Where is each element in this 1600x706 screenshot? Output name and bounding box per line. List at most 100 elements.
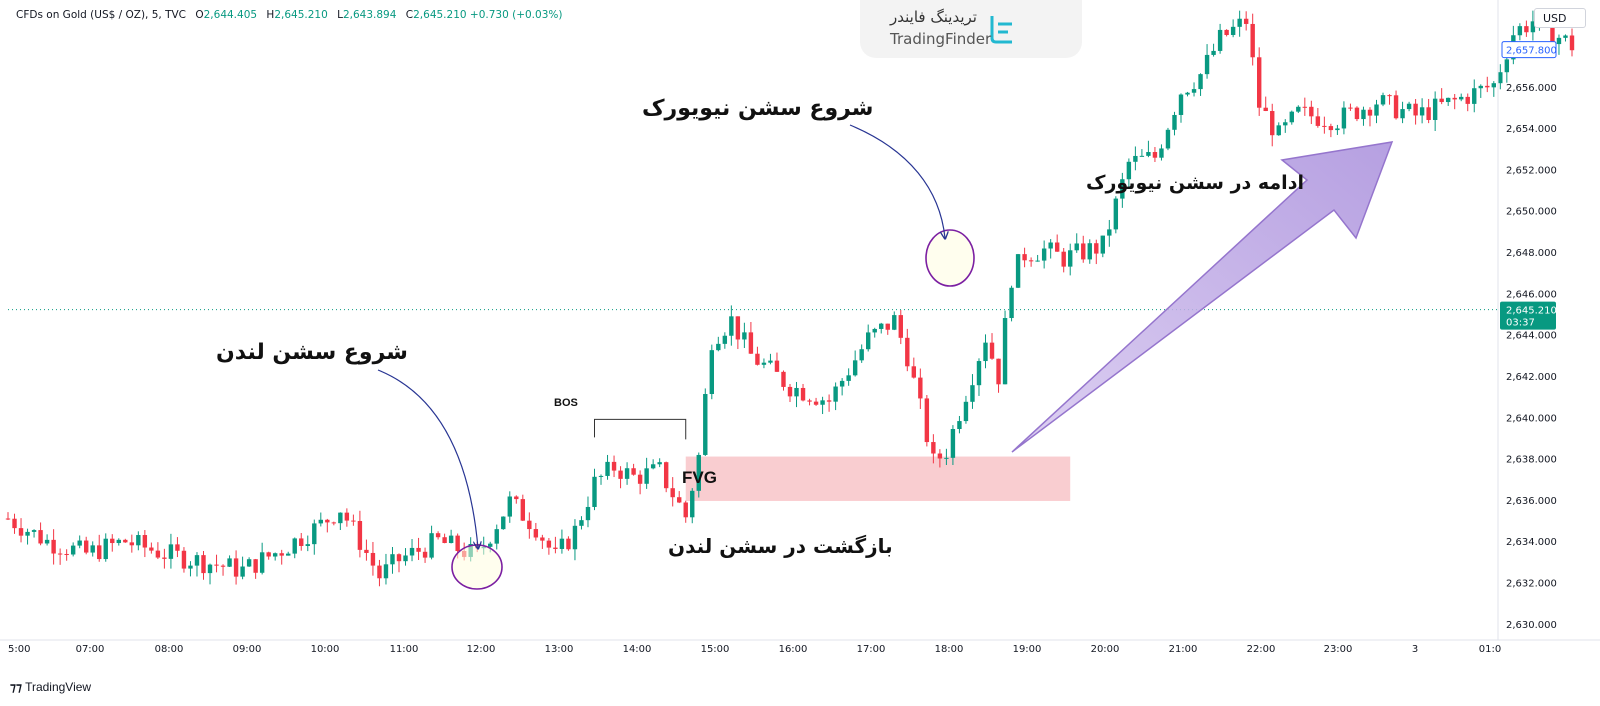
candle-body (149, 547, 154, 551)
candle-body (553, 547, 558, 549)
currency-button[interactable]: USD (1534, 8, 1586, 28)
symbol-header: CFDs on Gold (US$ / OZ), 5, TVC O2,644.4… (16, 9, 562, 21)
candle-body (97, 545, 102, 560)
candle-body (44, 539, 50, 544)
tradingview-logo-icon: ⁊⁊ (10, 680, 22, 694)
candle-body (429, 533, 434, 558)
candle-body (116, 539, 121, 544)
price-tick-label: 2,630.000 (1506, 620, 1557, 631)
label-ny-continue: ادامه در سشن نیویورک (1086, 172, 1304, 194)
candle-body (103, 538, 108, 560)
close-label: C (405, 9, 414, 21)
candle-body (1087, 243, 1092, 260)
price-tick-label: 2,648.000 (1506, 248, 1557, 259)
price-tick-label: 2,654.000 (1506, 124, 1557, 135)
candle-body (1465, 96, 1470, 104)
candle-body (1035, 260, 1040, 262)
time-tick-label: 21:00 (1169, 644, 1198, 655)
candle-body (227, 558, 232, 567)
candle-body (690, 490, 695, 518)
candle-body (1217, 29, 1223, 51)
candle-body (1380, 95, 1386, 105)
candle-body (448, 535, 454, 544)
candle-body (442, 537, 447, 544)
price-tick-label: 2,642.000 (1506, 372, 1557, 383)
candle-body (1478, 85, 1483, 89)
candle-body (892, 315, 897, 330)
candle-body (123, 539, 128, 543)
candle-body (787, 386, 793, 397)
candle-body (507, 496, 512, 517)
candle-body (839, 380, 845, 387)
candle-body (937, 453, 943, 459)
candle-body (1250, 23, 1255, 58)
fvg-label: FVG (682, 468, 717, 487)
candle-body (1322, 125, 1327, 127)
candle-body (488, 543, 493, 547)
candle-body (924, 398, 930, 443)
candle-body (90, 545, 95, 553)
candle-body (722, 335, 728, 344)
candle-body (585, 506, 591, 521)
price-tick-label: 2,646.000 (1506, 289, 1557, 300)
candle-body (761, 362, 767, 365)
time-tick-label: 09:00 (233, 644, 262, 655)
candle-body (1015, 254, 1021, 288)
candle-body (1054, 242, 1060, 252)
candle-body (1426, 107, 1431, 120)
label-london-start: شروع سشن لندن (216, 340, 408, 365)
candle-body (84, 540, 89, 553)
price-tick-label: 2,644.000 (1506, 331, 1557, 342)
candle-body (1263, 107, 1268, 112)
candle-body (742, 332, 747, 340)
candle-body (1107, 229, 1112, 236)
candle-body (1224, 29, 1229, 35)
candle-body (683, 502, 688, 518)
time-tick-label: 23:00 (1324, 644, 1353, 655)
candle-body (670, 488, 675, 498)
high-label: H (266, 9, 275, 21)
candle-body (1022, 254, 1027, 261)
time-tick-label: 20:00 (1091, 644, 1120, 655)
top-price-tag-label: 2,657.800 (1506, 46, 1557, 57)
candle-body (1120, 179, 1125, 199)
candle-body (768, 360, 773, 363)
candle-body (1139, 155, 1145, 157)
candle-body (781, 371, 786, 387)
candle-body (1504, 59, 1510, 73)
candle-body (1569, 35, 1575, 51)
candle-body (1341, 107, 1347, 129)
last-price-tag (1500, 301, 1556, 330)
candle-body (514, 496, 519, 500)
time-tick-label: 15:00 (701, 644, 730, 655)
candle-body (1270, 111, 1275, 136)
candle-body (12, 518, 17, 529)
candle-body (729, 316, 734, 336)
candle-body (703, 394, 708, 455)
candle-body (155, 550, 161, 558)
candle-body (1230, 26, 1236, 35)
candle-body (422, 551, 428, 558)
price-tick-label: 2,652.000 (1506, 165, 1557, 176)
label-london-pullback: بازگشت در سشن لندن (668, 534, 893, 558)
london-pointer-arrow (377, 369, 478, 548)
candle-body (1172, 114, 1177, 130)
candle-body (1068, 250, 1073, 267)
candle-body (5, 518, 11, 520)
candle-body (1094, 243, 1099, 254)
time-tick-label: 19:00 (1013, 644, 1042, 655)
candle-body (852, 360, 858, 376)
price-tick-label: 2,636.000 (1506, 496, 1557, 507)
candle-body (1165, 129, 1171, 149)
candle-body (344, 512, 350, 521)
candle-body (1243, 18, 1249, 24)
candle-body (77, 540, 82, 546)
candle-body (872, 328, 877, 333)
candle-body (266, 552, 271, 557)
candle-body (559, 538, 565, 549)
candle-body (624, 468, 630, 479)
candle-body (1530, 21, 1536, 33)
time-tick-label: 16:00 (779, 644, 808, 655)
